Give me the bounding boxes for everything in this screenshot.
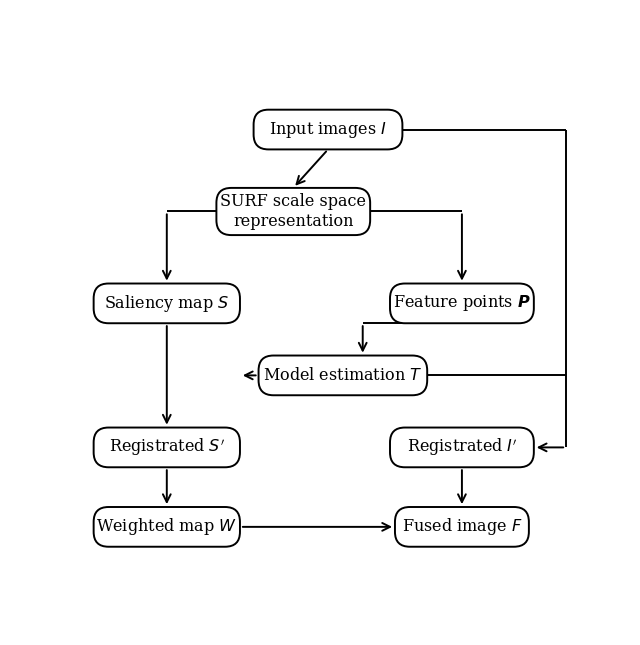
Text: Feature points $\boldsymbol{P}$: Feature points $\boldsymbol{P}$ (393, 293, 531, 313)
Text: Input images $I$: Input images $I$ (269, 119, 387, 139)
Text: Registrated $S'$: Registrated $S'$ (109, 437, 225, 458)
FancyBboxPatch shape (390, 428, 534, 467)
FancyBboxPatch shape (216, 188, 370, 235)
FancyBboxPatch shape (93, 428, 240, 467)
FancyBboxPatch shape (93, 507, 240, 547)
Text: Weighted map $W$: Weighted map $W$ (96, 517, 237, 537)
Text: Saliency map $S$: Saliency map $S$ (104, 293, 230, 314)
FancyBboxPatch shape (253, 110, 403, 150)
Text: Model estimation $T$: Model estimation $T$ (263, 367, 422, 384)
Text: Fused image $F$: Fused image $F$ (402, 517, 522, 537)
Text: Registrated $I'$: Registrated $I'$ (406, 437, 517, 458)
FancyBboxPatch shape (259, 355, 428, 395)
FancyBboxPatch shape (390, 284, 534, 323)
FancyBboxPatch shape (93, 284, 240, 323)
FancyBboxPatch shape (395, 507, 529, 547)
Text: SURF scale space
representation: SURF scale space representation (220, 194, 366, 230)
